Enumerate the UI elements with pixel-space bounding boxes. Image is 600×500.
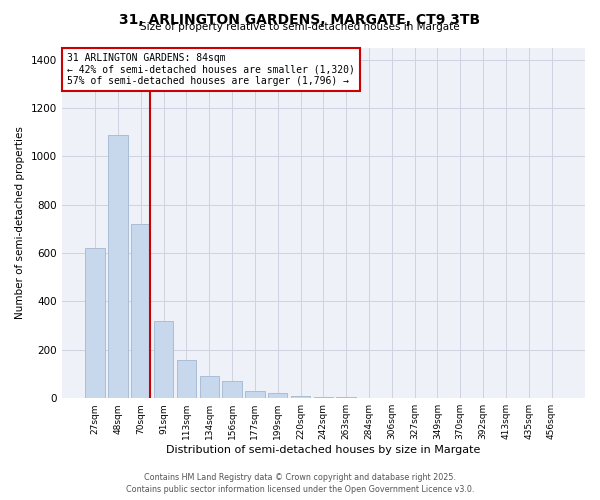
Bar (108, 134, 128, 398)
Text: 31 ARLINGTON GARDENS: 84sqm
← 42% of semi-detached houses are smaller (1,320)
57: 31 ARLINGTON GARDENS: 84sqm ← 42% of sem… (67, 53, 355, 86)
Y-axis label: Number of semi-detached properties: Number of semi-detached properties (15, 126, 25, 320)
Bar (131, 224, 151, 398)
Bar (223, 382, 242, 398)
Text: 31, ARLINGTON GARDENS, MARGATE, CT9 3TB: 31, ARLINGTON GARDENS, MARGATE, CT9 3TB (119, 12, 481, 26)
Bar (177, 360, 196, 398)
Bar (154, 321, 173, 398)
Bar (268, 394, 287, 398)
Text: Size of property relative to semi-detached houses in Margate: Size of property relative to semi-detach… (140, 22, 460, 32)
Bar (245, 391, 265, 398)
Bar (85, 248, 105, 398)
Bar (314, 397, 333, 398)
Bar (200, 376, 219, 398)
Text: Contains HM Land Registry data © Crown copyright and database right 2025.
Contai: Contains HM Land Registry data © Crown c… (126, 472, 474, 494)
X-axis label: Distribution of semi-detached houses by size in Margate: Distribution of semi-detached houses by … (166, 445, 481, 455)
Bar (291, 396, 310, 398)
